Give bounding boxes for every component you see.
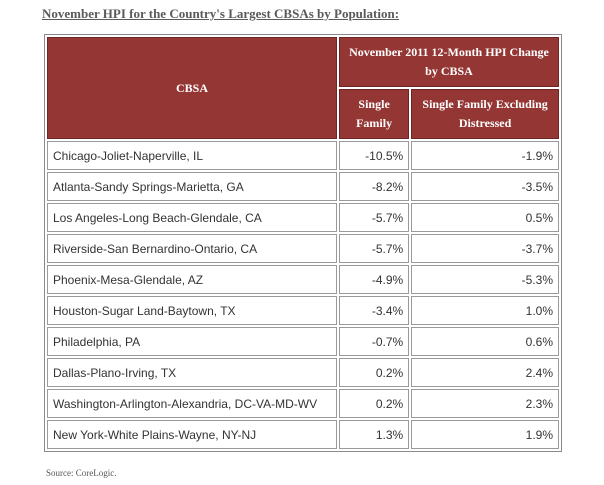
cbsa-cell: Chicago-Joliet-Naperville, IL xyxy=(47,141,337,170)
single-family-cell: -3.4% xyxy=(339,296,410,325)
table-row: Riverside-San Bernardino-Ontario, CA -5.… xyxy=(47,234,559,263)
excluding-distressed-cell: 1.9% xyxy=(411,420,559,449)
excluding-distressed-cell: 0.6% xyxy=(411,327,559,356)
single-family-cell: -5.7% xyxy=(339,203,410,232)
single-family-cell: -5.7% xyxy=(339,234,410,263)
table-row: Phoenix-Mesa-Glendale, AZ -4.9% -5.3% xyxy=(47,265,559,294)
single-family-cell: -8.2% xyxy=(339,172,410,201)
excluding-distressed-cell: 0.5% xyxy=(411,203,559,232)
column-header-single-family: Single Family xyxy=(339,89,410,139)
header-row-top: CBSA November 2011 12-Month HPI Change b… xyxy=(47,37,559,139)
excluding-distressed-cell: 2.3% xyxy=(411,389,559,418)
single-family-cell: -0.7% xyxy=(339,327,410,356)
table-row: Philadelphia, PA -0.7% 0.6% xyxy=(47,327,559,356)
cbsa-cell: New York-White Plains-Wayne, NY-NJ xyxy=(47,420,337,449)
table-row: Houston-Sugar Land-Baytown, TX -3.4% 1.0… xyxy=(47,296,559,325)
column-header-cbsa: CBSA xyxy=(47,37,337,139)
cbsa-cell: Phoenix-Mesa-Glendale, AZ xyxy=(47,265,337,294)
excluding-distressed-cell: -5.3% xyxy=(411,265,559,294)
table-row: Washington-Arlington-Alexandria, DC-VA-M… xyxy=(47,389,559,418)
cbsa-cell: Dallas-Plano-Irving, TX xyxy=(47,358,337,387)
cbsa-cell: Washington-Arlington-Alexandria, DC-VA-M… xyxy=(47,389,337,418)
single-family-cell: 0.2% xyxy=(339,358,410,387)
header-row-sub: Single Family Single Family Excluding Di… xyxy=(47,89,559,139)
hpi-table: CBSA November 2011 12-Month HPI Change b… xyxy=(44,34,562,452)
table-row: Chicago-Joliet-Naperville, IL -10.5% -1.… xyxy=(47,141,559,170)
cbsa-cell: Philadelphia, PA xyxy=(47,327,337,356)
single-family-cell: -4.9% xyxy=(339,265,410,294)
cbsa-cell: Riverside-San Bernardino-Ontario, CA xyxy=(47,234,337,263)
excluding-distressed-cell: -1.9% xyxy=(411,141,559,170)
single-family-cell: 1.3% xyxy=(339,420,410,449)
excluding-distressed-cell: 2.4% xyxy=(411,358,559,387)
excluding-distressed-cell: -3.7% xyxy=(411,234,559,263)
table-row: Atlanta-Sandy Springs-Marietta, GA -8.2%… xyxy=(47,172,559,201)
excluding-distressed-cell: 1.0% xyxy=(411,296,559,325)
column-header-single-family-excluding-distressed: Single Family Excluding Distressed xyxy=(411,89,559,139)
source-note: Source: CoreLogic. xyxy=(46,468,117,478)
table-row: New York-White Plains-Wayne, NY-NJ 1.3% … xyxy=(47,420,559,449)
cbsa-cell: Los Angeles-Long Beach-Glendale, CA xyxy=(47,203,337,232)
single-family-cell: 0.2% xyxy=(339,389,410,418)
table-row: Los Angeles-Long Beach-Glendale, CA -5.7… xyxy=(47,203,559,232)
table-row: Dallas-Plano-Irving, TX 0.2% 2.4% xyxy=(47,358,559,387)
cbsa-cell: Atlanta-Sandy Springs-Marietta, GA xyxy=(47,172,337,201)
column-header-group: November 2011 12-Month HPI Change by CBS… xyxy=(339,37,559,87)
single-family-cell: -10.5% xyxy=(339,141,410,170)
page-title: November HPI for the Country's Largest C… xyxy=(42,6,400,21)
cbsa-cell: Houston-Sugar Land-Baytown, TX xyxy=(47,296,337,325)
excluding-distressed-cell: -3.5% xyxy=(411,172,559,201)
